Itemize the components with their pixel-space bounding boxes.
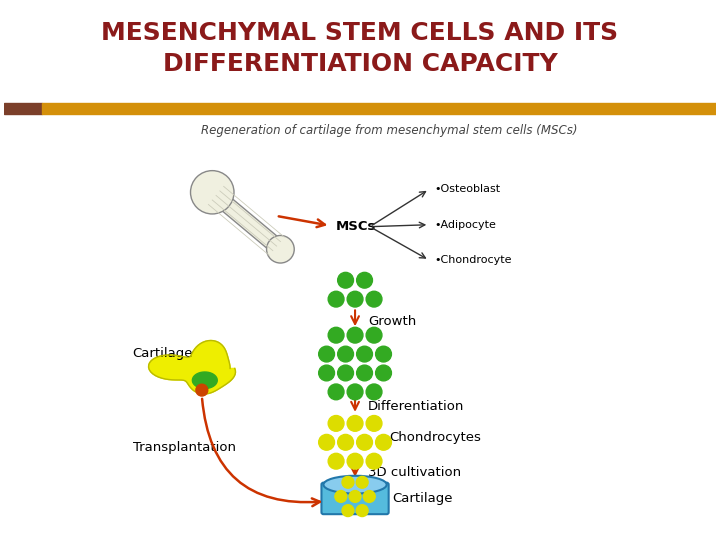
Text: Transplantation: Transplantation bbox=[132, 441, 235, 454]
Circle shape bbox=[366, 415, 382, 431]
Circle shape bbox=[347, 327, 363, 343]
Circle shape bbox=[347, 384, 363, 400]
Circle shape bbox=[366, 453, 382, 469]
Text: •Chondrocyte: •Chondrocyte bbox=[434, 255, 512, 265]
Ellipse shape bbox=[323, 476, 387, 494]
Bar bbox=[42, 103, 716, 114]
Circle shape bbox=[338, 272, 354, 288]
Circle shape bbox=[376, 434, 392, 450]
Circle shape bbox=[319, 365, 335, 381]
FancyArrowPatch shape bbox=[202, 399, 320, 506]
Text: Differentiation: Differentiation bbox=[368, 400, 464, 413]
FancyBboxPatch shape bbox=[321, 483, 389, 514]
Circle shape bbox=[347, 415, 363, 431]
Circle shape bbox=[356, 434, 372, 450]
Bar bbox=[4, 103, 42, 114]
Circle shape bbox=[328, 327, 344, 343]
Circle shape bbox=[335, 490, 347, 502]
Circle shape bbox=[191, 171, 234, 214]
Circle shape bbox=[356, 272, 372, 288]
Circle shape bbox=[356, 346, 372, 362]
Polygon shape bbox=[192, 372, 217, 389]
Text: Regeneration of cartilage from mesenchymal stem cells (MSCs): Regeneration of cartilage from mesenchym… bbox=[202, 124, 578, 137]
Polygon shape bbox=[207, 186, 286, 255]
Text: Cartilage: Cartilage bbox=[392, 492, 453, 505]
Text: •Osteoblast: •Osteoblast bbox=[434, 184, 500, 194]
Text: Growth: Growth bbox=[368, 315, 416, 328]
Text: 3D cultivation: 3D cultivation bbox=[368, 467, 461, 480]
Circle shape bbox=[196, 384, 208, 396]
Text: MESENCHYMAL STEM CELLS AND ITS
DIFFERENTIATION CAPACITY: MESENCHYMAL STEM CELLS AND ITS DIFFERENT… bbox=[102, 21, 618, 76]
Circle shape bbox=[376, 365, 392, 381]
Circle shape bbox=[349, 490, 361, 502]
Circle shape bbox=[266, 235, 294, 263]
Circle shape bbox=[328, 291, 344, 307]
Circle shape bbox=[356, 365, 372, 381]
Circle shape bbox=[342, 476, 354, 488]
Circle shape bbox=[347, 291, 363, 307]
Circle shape bbox=[328, 415, 344, 431]
Circle shape bbox=[366, 327, 382, 343]
Text: •Adipocyte: •Adipocyte bbox=[434, 220, 496, 229]
Circle shape bbox=[342, 505, 354, 517]
Circle shape bbox=[319, 346, 335, 362]
Circle shape bbox=[347, 453, 363, 469]
Circle shape bbox=[366, 384, 382, 400]
Circle shape bbox=[328, 453, 344, 469]
Circle shape bbox=[319, 434, 335, 450]
Text: Cartilage: Cartilage bbox=[132, 347, 193, 360]
Circle shape bbox=[338, 434, 354, 450]
Circle shape bbox=[356, 476, 368, 488]
Polygon shape bbox=[148, 341, 235, 394]
Circle shape bbox=[376, 346, 392, 362]
Circle shape bbox=[338, 346, 354, 362]
Circle shape bbox=[356, 505, 368, 517]
Circle shape bbox=[366, 291, 382, 307]
Circle shape bbox=[364, 490, 375, 502]
Circle shape bbox=[338, 365, 354, 381]
Text: Chondrocytes: Chondrocytes bbox=[390, 431, 482, 444]
Text: MSCs: MSCs bbox=[336, 220, 376, 233]
Circle shape bbox=[328, 384, 344, 400]
